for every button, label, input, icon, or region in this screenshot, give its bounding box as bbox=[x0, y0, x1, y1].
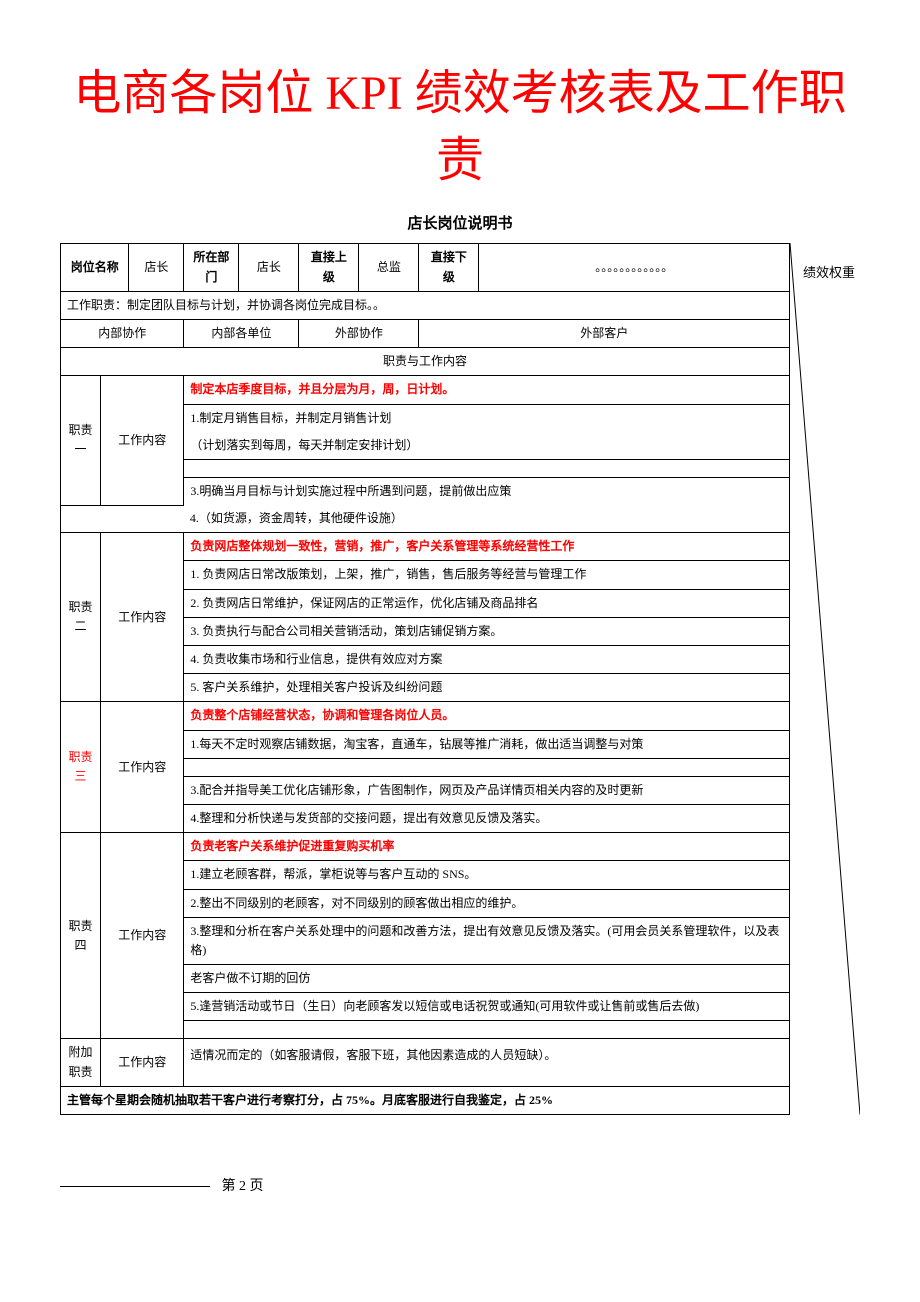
footer-rule bbox=[60, 1186, 210, 1187]
duty3-r4: 4.整理和分析快递与发货部的交接问题，提出有效意见反馈及落实。 bbox=[184, 804, 790, 832]
footer-note: 主管每个星期会随机抽取若干客户进行考察打分，占 75%。月底客服进行自我鉴定，占… bbox=[61, 1086, 790, 1114]
duty1-title: 制定本店季度目标，并且分层为月，周，日计划。 bbox=[184, 376, 790, 404]
section-label-row: 职责与工作内容 bbox=[61, 348, 790, 376]
duty3-work: 工作内容 bbox=[101, 702, 184, 833]
dept-value: 店长 bbox=[239, 244, 299, 291]
extra-row: 附加职责 工作内容 适情况而定的（如客服请假，客服下班，其他因素造成的人员短缺）… bbox=[61, 1039, 790, 1086]
content-wrapper: 岗位名称 店长 所在部门 店长 直接上级 总监 直接下级 。。。。。。。。。。。… bbox=[60, 243, 860, 1115]
duty2-title-row: 职责二 工作内容 负责网店整体规划一致性，营销，推广，客户关系管理等系统经营性工… bbox=[61, 533, 790, 561]
coop-internal-value: 内部各单位 bbox=[184, 319, 299, 347]
duty2-r3: 3. 负责执行与配合公司相关营销活动，策划店铺促销方案。 bbox=[184, 617, 790, 645]
duty1-r2: （计划落实到每周，每天并制定安排计划） bbox=[184, 432, 790, 460]
duty4-work: 工作内容 bbox=[101, 833, 184, 1039]
duty1-r3 bbox=[184, 459, 790, 477]
duty3-title: 负责整个店铺经营状态，协调和管理各岗位人员。 bbox=[184, 702, 790, 730]
duty4-r3: 3.整理和分析在客户关系处理中的问题和改善方法，提出有效意见反馈及落实。(可用会… bbox=[184, 917, 790, 964]
duty3-label: 职责三 bbox=[61, 702, 101, 833]
job-description-table: 岗位名称 店长 所在部门 店长 直接上级 总监 直接下级 。。。。。。。。。。。… bbox=[60, 243, 790, 1115]
duty2-r4: 4. 负责收集市场和行业信息，提供有效应对方案 bbox=[184, 646, 790, 674]
duty1-r5: 4.（如货源，资金周转，其他硬件设施） bbox=[184, 505, 790, 533]
duty4-r6 bbox=[184, 1021, 790, 1039]
superior-value: 总监 bbox=[359, 244, 419, 291]
coop-external-label: 外部协作 bbox=[299, 319, 419, 347]
duty4-title: 负责老客户关系维护促进重复购买机率 bbox=[184, 833, 790, 861]
coop-external-value: 外部客户 bbox=[419, 319, 790, 347]
coop-internal-label: 内部协作 bbox=[61, 319, 184, 347]
duty4-title-row: 职责四 工作内容 负责老客户关系维护促进重复购买机率 bbox=[61, 833, 790, 861]
duty4-r4: 老客户做不订期的回仿 bbox=[184, 965, 790, 993]
duty2-r5: 5. 客户关系维护，处理相关客户投诉及纠纷问题 bbox=[184, 674, 790, 702]
duty2-r2: 2. 负责网店日常维护，保证网店的正常运作，优化店铺及商品排名 bbox=[184, 589, 790, 617]
duty4-r2: 2.整出不同级别的老顾客，对不同级别的顾客做出相应的维护。 bbox=[184, 889, 790, 917]
subordinate-label: 直接下级 bbox=[419, 244, 479, 291]
document-subtitle: 店长岗位说明书 bbox=[60, 212, 860, 233]
section-label: 职责与工作内容 bbox=[61, 348, 790, 376]
duty2-r1: 1. 负责网店日常改版策划，上架，推广，销售，售后服务等经营与管理工作 bbox=[184, 561, 790, 589]
header-row: 岗位名称 店长 所在部门 店长 直接上级 总监 直接下级 。。。。。。。。。。。… bbox=[61, 244, 790, 291]
subordinate-value: 。。。。。。。。。。。。 bbox=[479, 244, 790, 291]
duty1-r1: 1.制定月销售目标，并制定月销售计划 bbox=[184, 404, 790, 432]
job-desc-text: 工作职责：制定团队目标与计划，并协调各岗位完成目标。。 bbox=[61, 291, 790, 319]
pos-name-value: 店长 bbox=[129, 244, 184, 291]
duty1-title-row: 职责一 工作内容 制定本店季度目标，并且分层为月，周，日计划。 bbox=[61, 376, 790, 404]
duty2-title: 负责网店整体规划一致性，营销，推广，客户关系管理等系统经营性工作 bbox=[184, 533, 790, 561]
duty1-work: 工作内容 bbox=[101, 376, 184, 505]
pos-name-label: 岗位名称 bbox=[61, 244, 129, 291]
duty4-r5: 5.逢营销活动或节日（生日）向老顾客发以短信或电话祝贺或通知(可用软件或让售前或… bbox=[184, 993, 790, 1021]
side-weight-label: 绩效权重 bbox=[803, 263, 855, 284]
duty4-label: 职责四 bbox=[61, 833, 101, 1039]
footer-note-row: 主管每个星期会随机抽取若干客户进行考察打分，占 75%。月底客服进行自我鉴定，占… bbox=[61, 1086, 790, 1114]
dept-label: 所在部门 bbox=[184, 244, 239, 291]
page-number: 第 2 页 bbox=[222, 1179, 264, 1194]
duty2-work: 工作内容 bbox=[101, 533, 184, 702]
duty3-r1: 1.每天不定时观察店铺数据，淘宝客，直通车，钻展等推广消耗，做出适当调整与对策 bbox=[184, 730, 790, 758]
side-weight-column: 绩效权重 bbox=[790, 243, 860, 1115]
duty2-label: 职责二 bbox=[61, 533, 101, 702]
duty1-label: 职责一 bbox=[61, 376, 101, 505]
duty3-r2 bbox=[184, 758, 790, 776]
duty3-r3: 3.配合并指导美工优化店铺形象，广告图制作，网页及产品详情页相关内容的及时更新 bbox=[184, 776, 790, 804]
job-desc-row: 工作职责：制定团队目标与计划，并协调各岗位完成目标。。 bbox=[61, 291, 790, 319]
diagonal-line-icon bbox=[790, 243, 860, 1115]
superior-label: 直接上级 bbox=[299, 244, 359, 291]
document-title: 电商各岗位 KPI 绩效考核表及工作职责 bbox=[60, 60, 860, 194]
coop-row: 内部协作 内部各单位 外部协作 外部客户 bbox=[61, 319, 790, 347]
duty4-r1: 1.建立老顾客群，帮派，掌柜说等与客户互动的 SNS。 bbox=[184, 861, 790, 889]
extra-label: 附加职责 bbox=[61, 1039, 101, 1086]
extra-content: 适情况而定的（如客服请假，客服下班，其他因素造成的人员短缺）。 bbox=[184, 1039, 790, 1086]
page-footer: 第 2 页 bbox=[60, 1175, 860, 1195]
duty1-r4: 3.明确当月目标与计划实施过程中所遇到问题，提前做出应策 bbox=[184, 477, 790, 505]
extra-work: 工作内容 bbox=[101, 1039, 184, 1086]
duty3-title-row: 职责三 工作内容 负责整个店铺经营状态，协调和管理各岗位人员。 bbox=[61, 702, 790, 730]
